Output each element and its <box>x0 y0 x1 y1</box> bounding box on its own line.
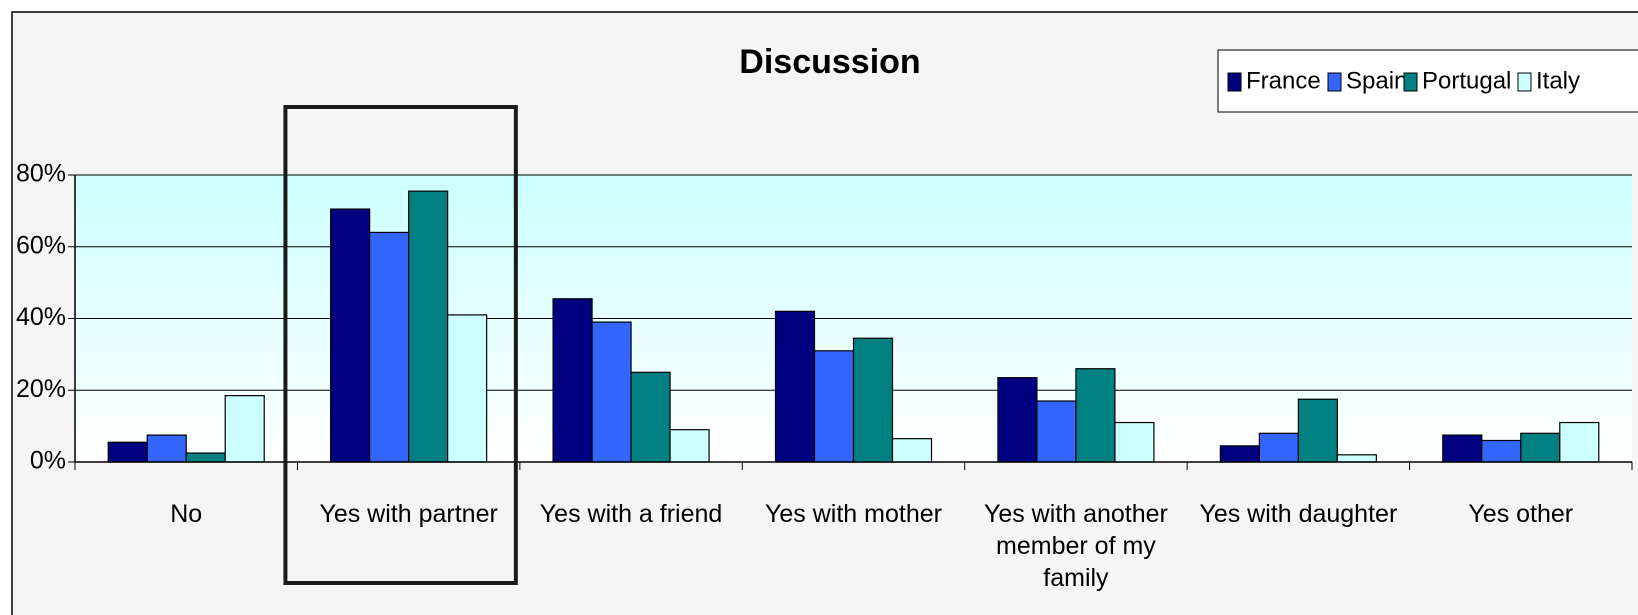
bar <box>1336 454 1377 463</box>
bar <box>630 371 671 463</box>
y-tick-label: 20% <box>16 375 66 403</box>
legend-swatch <box>1403 72 1418 92</box>
bar <box>185 452 226 463</box>
x-tick-label: Yes with mother <box>765 500 942 528</box>
x-tick-label: Yes with another member of my family <box>983 500 1168 592</box>
bar <box>1114 421 1155 463</box>
x-tick-label: Yes with daughter <box>1199 500 1398 528</box>
x-tick-label: Yes with partner <box>319 500 498 528</box>
bar <box>447 314 488 463</box>
bar <box>224 395 265 463</box>
bar <box>669 429 710 463</box>
bar <box>1481 439 1522 463</box>
bar <box>813 350 855 463</box>
legend-swatch <box>1517 72 1532 92</box>
x-tick-label: Yes with a friend <box>539 500 723 528</box>
chart-title: Discussion <box>739 43 920 81</box>
y-tick-label: 60% <box>16 231 66 259</box>
x-tick-label: Yes other <box>1468 500 1574 528</box>
bar <box>1442 434 1483 463</box>
legend-swatch <box>1227 72 1242 92</box>
legend-label: Portugal <box>1422 67 1511 94</box>
bar <box>1258 432 1299 463</box>
x-tick-label: No <box>170 500 203 528</box>
bar <box>1075 368 1116 463</box>
bar <box>107 441 148 463</box>
legend-label: Italy <box>1536 67 1580 94</box>
bar <box>552 298 593 463</box>
bar <box>330 208 371 463</box>
bar <box>408 190 449 463</box>
legend-box <box>1217 49 1638 113</box>
bar <box>1297 398 1338 463</box>
highlight-box <box>283 105 518 585</box>
legend-label: Spain <box>1346 67 1407 94</box>
legend-label: France <box>1246 67 1321 94</box>
bar <box>1559 421 1600 463</box>
y-tick-label: 80% <box>16 160 66 188</box>
bar <box>774 310 816 463</box>
legend-swatch <box>1327 72 1342 92</box>
bar <box>997 377 1038 463</box>
bar <box>591 321 632 463</box>
bar <box>1520 432 1561 463</box>
bar <box>146 434 187 463</box>
bar <box>891 438 933 463</box>
bar <box>1036 400 1077 463</box>
bar <box>369 231 410 463</box>
bar <box>852 337 894 463</box>
y-tick-label: 40% <box>16 303 66 331</box>
y-tick-label: 0% <box>30 447 66 475</box>
bar <box>1219 445 1260 463</box>
